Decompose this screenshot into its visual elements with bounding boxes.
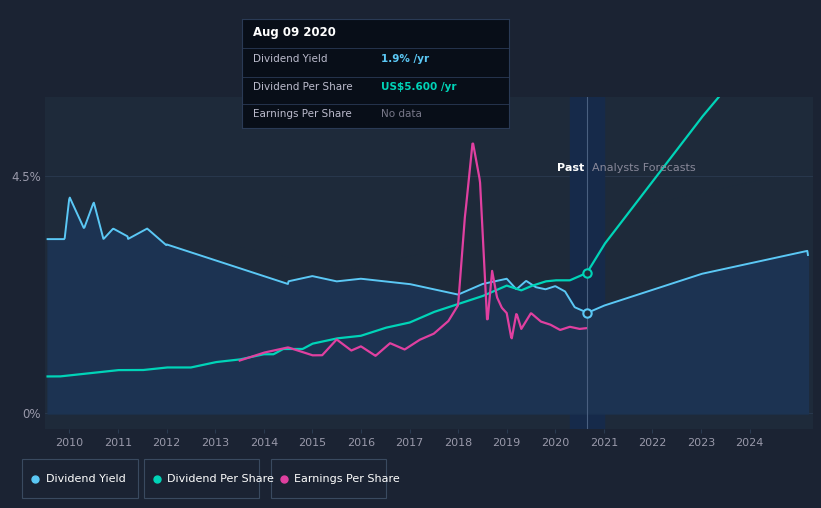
Text: Analysts Forecasts: Analysts Forecasts [592, 163, 695, 173]
Text: Past: Past [557, 163, 585, 173]
Text: US$5.600 /yr: US$5.600 /yr [381, 82, 456, 92]
Text: Dividend Yield: Dividend Yield [46, 474, 126, 484]
FancyBboxPatch shape [144, 459, 259, 498]
Text: No data: No data [381, 109, 422, 119]
FancyBboxPatch shape [271, 459, 386, 498]
Text: Aug 09 2020: Aug 09 2020 [253, 26, 336, 40]
Text: 1.9% /yr: 1.9% /yr [381, 54, 429, 64]
Text: Dividend Per Share: Dividend Per Share [253, 82, 352, 92]
Text: Earnings Per Share: Earnings Per Share [294, 474, 400, 484]
Text: Dividend Yield: Dividend Yield [253, 54, 328, 64]
Text: Earnings Per Share: Earnings Per Share [253, 109, 351, 119]
Text: Dividend Per Share: Dividend Per Share [167, 474, 274, 484]
Bar [570, 97, 604, 429]
FancyBboxPatch shape [22, 459, 138, 498]
